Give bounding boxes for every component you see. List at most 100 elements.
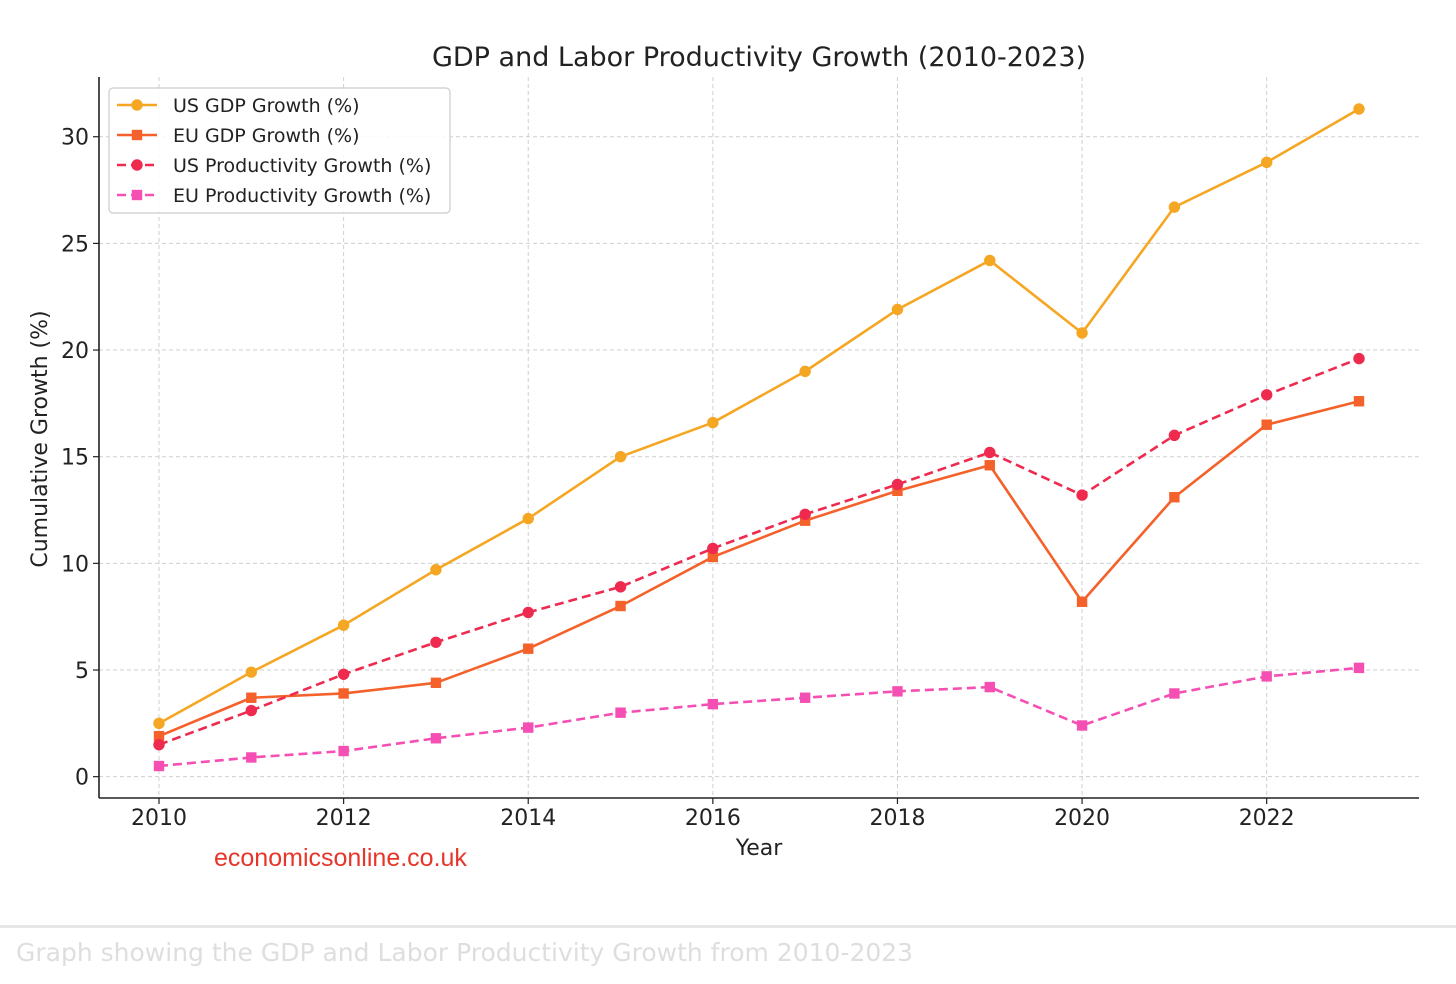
data-point — [1076, 596, 1088, 607]
data-point — [337, 619, 350, 631]
data-point — [1260, 389, 1273, 401]
legend-entry: US GDP Growth (%) — [117, 95, 360, 117]
legend-entry: EU GDP Growth (%) — [117, 125, 360, 147]
series-line — [158, 399, 1360, 738]
data-point — [153, 730, 165, 742]
data-point — [523, 722, 534, 733]
y-tick-label: 25 — [61, 232, 89, 257]
x-tick-label: 2016 — [685, 806, 741, 831]
legend-label: EU GDP Growth (%) — [173, 125, 360, 147]
y-tick-label: 15 — [61, 446, 89, 471]
data-point — [799, 365, 811, 378]
data-point — [522, 512, 534, 525]
data-point — [430, 733, 442, 744]
legend-marker-swatch — [131, 99, 143, 111]
data-point — [1168, 201, 1181, 213]
data-point — [984, 460, 995, 471]
data-point — [245, 704, 258, 717]
data-point — [522, 606, 534, 619]
legend-box — [108, 87, 451, 214]
data-point — [245, 666, 258, 678]
data-point — [430, 564, 442, 576]
series-line — [158, 107, 1360, 725]
data-point — [614, 581, 627, 593]
data-point — [430, 636, 442, 648]
y-tick-label: 30 — [61, 126, 89, 151]
line-chart: GDP and Labor Productivity Growth (2010-… — [28, 42, 1419, 872]
image-caption: Graph showing the GDP and Labor Producti… — [16, 938, 914, 967]
data-point — [153, 717, 165, 730]
series-us-productivity-growth — [153, 352, 1365, 751]
x-tick-label: 2020 — [1054, 806, 1110, 831]
legend-marker-swatch — [131, 129, 143, 141]
series-eu-productivity-growth — [153, 662, 1365, 772]
x-tick-label: 2014 — [500, 806, 556, 831]
data-point — [615, 707, 626, 718]
legend-label: US GDP Growth (%) — [173, 95, 360, 117]
data-point — [1353, 662, 1365, 674]
data-point — [1261, 419, 1272, 430]
series-us-gdp-growth — [153, 103, 1365, 730]
data-point — [523, 643, 534, 654]
legend-entry: US Productivity Growth (%) — [117, 155, 431, 177]
data-point — [246, 752, 257, 763]
data-point — [1353, 352, 1365, 365]
data-point — [153, 760, 165, 772]
x-axis-label: Year — [735, 836, 784, 861]
data-point — [1353, 103, 1365, 115]
legend-label: US Productivity Growth (%) — [173, 155, 431, 177]
data-point — [1076, 327, 1088, 339]
data-point — [984, 254, 996, 267]
data-point — [615, 600, 626, 612]
data-point — [799, 515, 811, 526]
data-point — [799, 692, 811, 703]
data-point — [892, 485, 903, 497]
y-tick-label: 0 — [75, 766, 89, 791]
x-tick-label: 2022 — [1239, 806, 1295, 831]
watermark: economicsonline.co.uk — [214, 844, 467, 872]
data-point — [153, 738, 165, 751]
data-point — [707, 542, 719, 555]
y-tick-label: 20 — [61, 339, 89, 364]
data-point — [337, 668, 350, 680]
data-series — [153, 103, 1365, 772]
data-point — [430, 677, 442, 689]
chart-title: GDP and Labor Productivity Growth (2010-… — [432, 42, 1086, 73]
data-point — [1260, 156, 1273, 169]
data-point — [892, 686, 903, 697]
data-point — [984, 681, 995, 693]
grid-lines — [99, 77, 1419, 798]
data-point — [1168, 429, 1181, 442]
data-point — [1353, 396, 1365, 407]
data-point — [614, 450, 627, 463]
legend-marker-swatch — [131, 189, 143, 201]
series-eu-gdp-growth — [153, 396, 1365, 742]
legend-label: EU Productivity Growth (%) — [173, 185, 431, 207]
tick-labels: 2010 2012 2014 2016 2018 2020 2022 0 5 10 15 20 25 30 — [61, 126, 1295, 831]
data-point — [707, 416, 719, 429]
data-point — [891, 478, 904, 491]
legend: US GDP Growth (%) EU GDP Growth (%) US Pro… — [108, 87, 451, 214]
data-point — [1261, 671, 1272, 682]
x-tick-label: 2012 — [316, 806, 372, 831]
legend-entry: EU Productivity Growth (%) — [117, 185, 431, 207]
data-point — [984, 446, 996, 459]
data-point — [338, 688, 349, 699]
caption-divider — [0, 925, 1456, 928]
x-tick-label: 2010 — [131, 806, 187, 831]
y-axis-label: Cumulative Growth (%) — [28, 310, 53, 567]
data-point — [1169, 688, 1180, 699]
legend-marker-swatch — [131, 159, 143, 171]
axes — [93, 77, 1419, 804]
x-tick-label: 2018 — [869, 806, 925, 831]
data-point — [246, 692, 257, 703]
data-point — [799, 508, 811, 520]
y-tick-label: 10 — [61, 552, 89, 577]
data-point — [707, 698, 719, 710]
data-point — [891, 303, 904, 316]
data-point — [1169, 492, 1180, 503]
y-tick-label: 5 — [75, 659, 89, 684]
series-line — [158, 357, 1360, 746]
data-point — [338, 745, 349, 757]
data-point — [1076, 720, 1088, 731]
